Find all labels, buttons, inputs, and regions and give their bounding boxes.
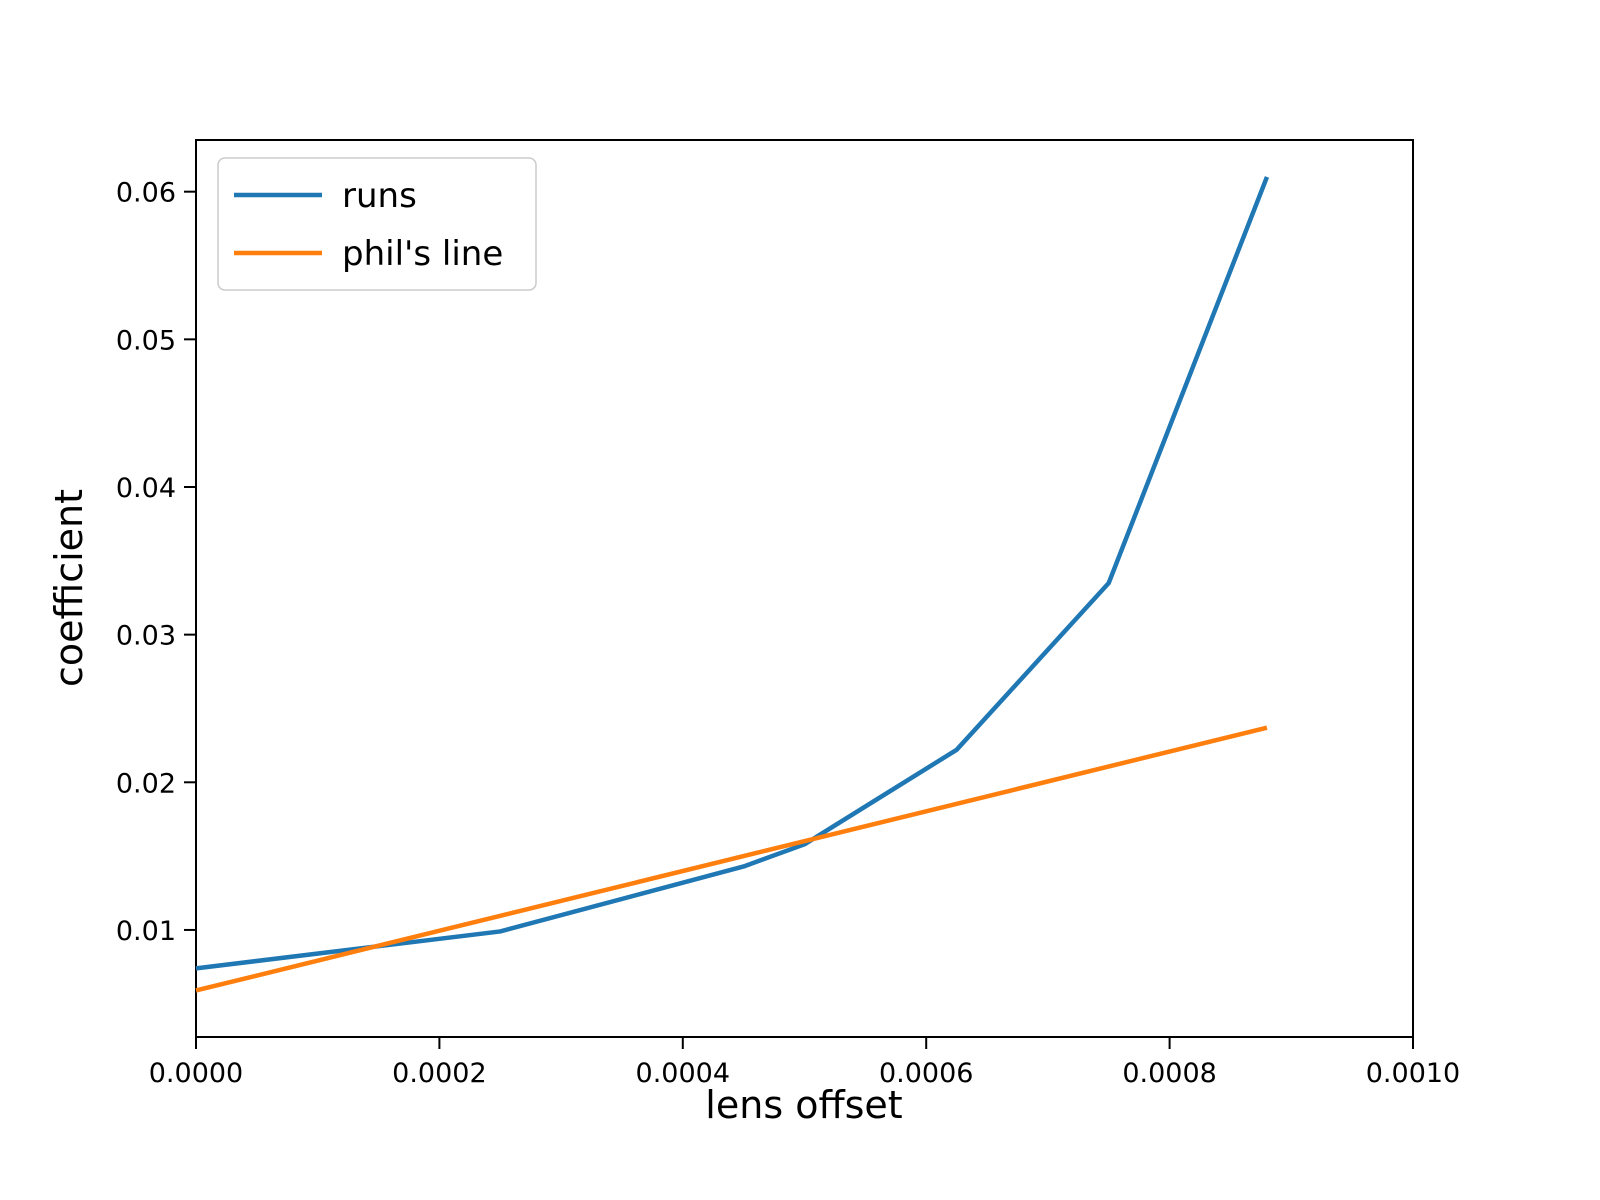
series-line-phil-s-line	[195, 725, 1268, 993]
y-tick-label: 0.02	[116, 768, 176, 799]
y-tick-label: 0.01	[116, 916, 176, 947]
y-tick-label: 0.06	[116, 178, 176, 209]
legend-label: runs	[342, 176, 417, 216]
x-tick-label: 0.0010	[1366, 1058, 1460, 1089]
plot-layer: 0.0000 0.0002 0.0004 0.0006 0.0008 0.0010 0.01…	[116, 139, 1460, 1089]
x-tick-label: 0.0000	[149, 1058, 243, 1089]
x-axis-label: lens offset	[705, 1083, 902, 1127]
x-tick-label: 0.0008	[1122, 1058, 1216, 1089]
x-tick-label: 0.0006	[879, 1058, 973, 1089]
legend-label: phil's line	[342, 234, 503, 274]
y-tick-label: 0.03	[116, 621, 176, 652]
axes-spines	[195, 139, 1414, 1038]
x-tick-label: 0.0004	[636, 1058, 730, 1089]
legend-box	[217, 157, 537, 291]
y-axis-label: coefficient	[47, 489, 91, 687]
series-line-runs	[195, 176, 1270, 971]
x-tick-label: 0.0002	[392, 1058, 486, 1089]
y-tick-label: 0.05	[116, 325, 176, 356]
y-tick-label: 0.04	[116, 473, 176, 504]
